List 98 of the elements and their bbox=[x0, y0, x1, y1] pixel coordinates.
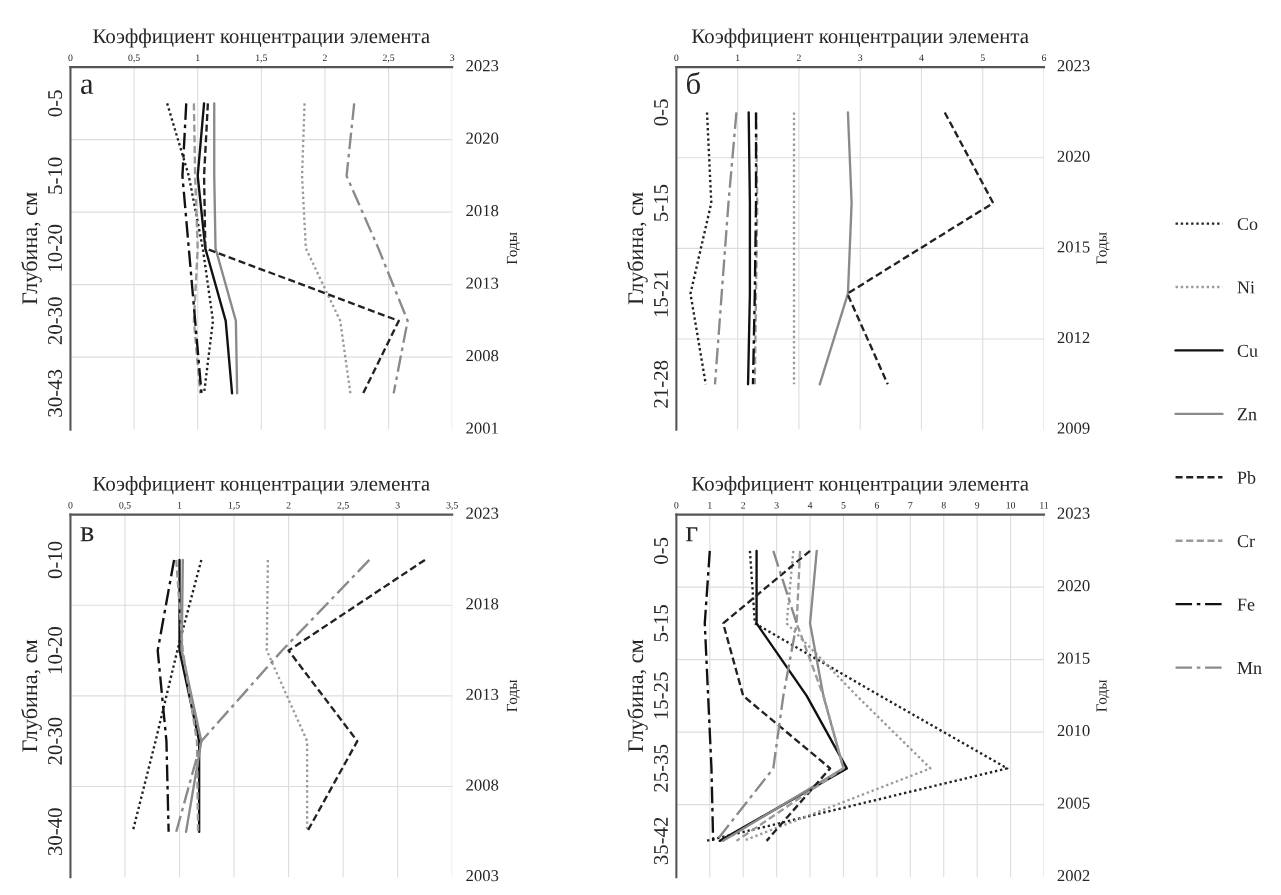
x-tick-label: 0 bbox=[68, 501, 73, 509]
legend-label: Cu bbox=[1237, 344, 1258, 357]
x-tick-label: 9 bbox=[975, 501, 980, 509]
x-tick-label: 2 bbox=[796, 54, 801, 61]
annotation: г bbox=[686, 527, 698, 542]
x-tick-label: 6 bbox=[1042, 54, 1047, 61]
y-tick-label: 10-20 bbox=[48, 224, 63, 271]
y-tick-label: 20-30 bbox=[48, 297, 63, 345]
legend-label: Ni bbox=[1237, 281, 1255, 294]
text: 2018 bbox=[466, 598, 499, 610]
text: 2012 bbox=[1057, 331, 1090, 344]
x-tick-label: 2 bbox=[322, 54, 327, 61]
x-axis-title: Коэффициент концентрации элемента bbox=[691, 476, 1029, 495]
legend-label: Mn bbox=[1237, 662, 1262, 674]
x-axis-title: Коэффициент концентрации элемента bbox=[93, 476, 430, 495]
x-tick-label: 0 bbox=[68, 54, 73, 61]
x-tick-label: 5 bbox=[841, 502, 846, 509]
text: 2013 bbox=[466, 277, 499, 289]
legend-label: Fe bbox=[1237, 598, 1255, 611]
text: 2018 bbox=[466, 205, 499, 217]
x-tick-label: 3,5 bbox=[446, 501, 458, 510]
y-tick-label: 15-25 bbox=[653, 672, 668, 719]
annotation: а bbox=[81, 79, 94, 95]
y-axis-title: Глубина, см bbox=[627, 639, 648, 752]
x-tick-label: 3 bbox=[858, 54, 863, 61]
y-tick-label: 35-42 bbox=[653, 817, 668, 865]
x-axis-title: Коэффициент концентрации элемента bbox=[93, 28, 430, 48]
text: 2008 bbox=[466, 350, 499, 362]
text: 2001 bbox=[466, 422, 498, 434]
x-tick-label: 4 bbox=[919, 54, 924, 61]
y-tick-label: 5-10 bbox=[48, 157, 63, 194]
x-tick-label: 2,5 bbox=[382, 54, 395, 63]
x-tick-label: 6 bbox=[874, 501, 880, 509]
annotation: б bbox=[686, 71, 700, 95]
x-tick-label: 4 bbox=[807, 501, 813, 509]
y-tick-label: 25-35 bbox=[653, 744, 668, 792]
y-tick-label: 21-28 bbox=[653, 360, 668, 408]
legend-label: Cr bbox=[1237, 535, 1255, 548]
x-tick-label: 11 bbox=[1040, 501, 1049, 509]
y-tick-label: 5-15 bbox=[654, 184, 668, 221]
legend-label: Pb bbox=[1237, 471, 1256, 484]
y-tick-label: 0-10 bbox=[48, 541, 63, 579]
x-tick-label: 7 bbox=[908, 502, 913, 509]
y-tick-label: 30-43 bbox=[48, 369, 63, 417]
x-tick-label: 2 bbox=[741, 501, 746, 509]
x-tick-label: 10 bbox=[1006, 501, 1016, 509]
x-tick-label: 3 bbox=[395, 501, 400, 509]
y2-axis-title: Годы bbox=[506, 679, 520, 712]
x-tick-label: 0 bbox=[674, 501, 679, 509]
text: 2015 bbox=[1057, 241, 1090, 253]
text: 2023 bbox=[466, 60, 499, 72]
y-tick-label: 0-5 bbox=[48, 90, 63, 117]
x-tick-label: 8 bbox=[941, 501, 946, 509]
legend-label: Zn bbox=[1237, 408, 1257, 421]
y2-axis-title: Годы bbox=[1096, 679, 1110, 712]
text: 2009 bbox=[1057, 422, 1090, 434]
x-tick-label: 1 bbox=[736, 54, 740, 61]
x-axis-title: Коэффициент концентрации элемента bbox=[691, 28, 1029, 48]
y-tick-label: 5-15 bbox=[654, 605, 668, 642]
y-tick-label: 10-20 bbox=[48, 627, 63, 674]
text: 2023 bbox=[1057, 507, 1090, 519]
y-tick-label: 0-5 bbox=[653, 99, 668, 126]
y-axis-title: Глубина, см bbox=[627, 192, 648, 305]
y-axis-title: Глубина, см bbox=[21, 192, 42, 305]
x-tick-label: 2,5 bbox=[337, 501, 349, 510]
x-tick-label: 0,5 bbox=[128, 54, 140, 63]
text: 2020 bbox=[466, 132, 499, 144]
x-tick-label: 1,5 bbox=[228, 501, 240, 510]
y-tick-label: 15-21 bbox=[653, 270, 668, 317]
text: 2023 bbox=[466, 507, 499, 519]
text: 2023 bbox=[1057, 60, 1090, 72]
y-tick-label: 0-5 bbox=[653, 537, 668, 564]
y-tick-label: 30-40 bbox=[48, 808, 63, 856]
y-axis-title: Глубина, см bbox=[21, 639, 42, 752]
x-tick-label: 3 bbox=[450, 54, 455, 61]
text: 2003 bbox=[466, 870, 499, 882]
x-tick-label: 1,5 bbox=[256, 54, 268, 63]
text: 2020 bbox=[1057, 150, 1090, 162]
x-tick-label: 0,5 bbox=[119, 501, 131, 510]
text: 2020 bbox=[1057, 580, 1090, 592]
x-tick-label: 1 bbox=[196, 54, 200, 61]
x-tick-label: 1 bbox=[708, 501, 712, 509]
y2-axis-title: Годы bbox=[506, 232, 520, 265]
x-tick-label: 2 bbox=[286, 501, 291, 509]
text: 2002 bbox=[1057, 870, 1090, 882]
y2-axis-title: Годы bbox=[1096, 232, 1110, 265]
x-tick-label: 3 bbox=[774, 501, 779, 509]
y-tick-label: 20-30 bbox=[48, 717, 63, 765]
x-tick-label: 0 bbox=[674, 54, 679, 61]
text: 2015 bbox=[1057, 652, 1090, 664]
text: 2005 bbox=[1057, 797, 1090, 809]
annotation: в bbox=[80, 527, 94, 542]
legend-label: Co bbox=[1237, 217, 1258, 231]
x-tick-label: 5 bbox=[980, 54, 985, 61]
text: 2013 bbox=[466, 688, 499, 701]
x-tick-label: 1 bbox=[177, 501, 182, 509]
text: 2010 bbox=[1057, 725, 1090, 737]
text: 2008 bbox=[466, 779, 499, 791]
